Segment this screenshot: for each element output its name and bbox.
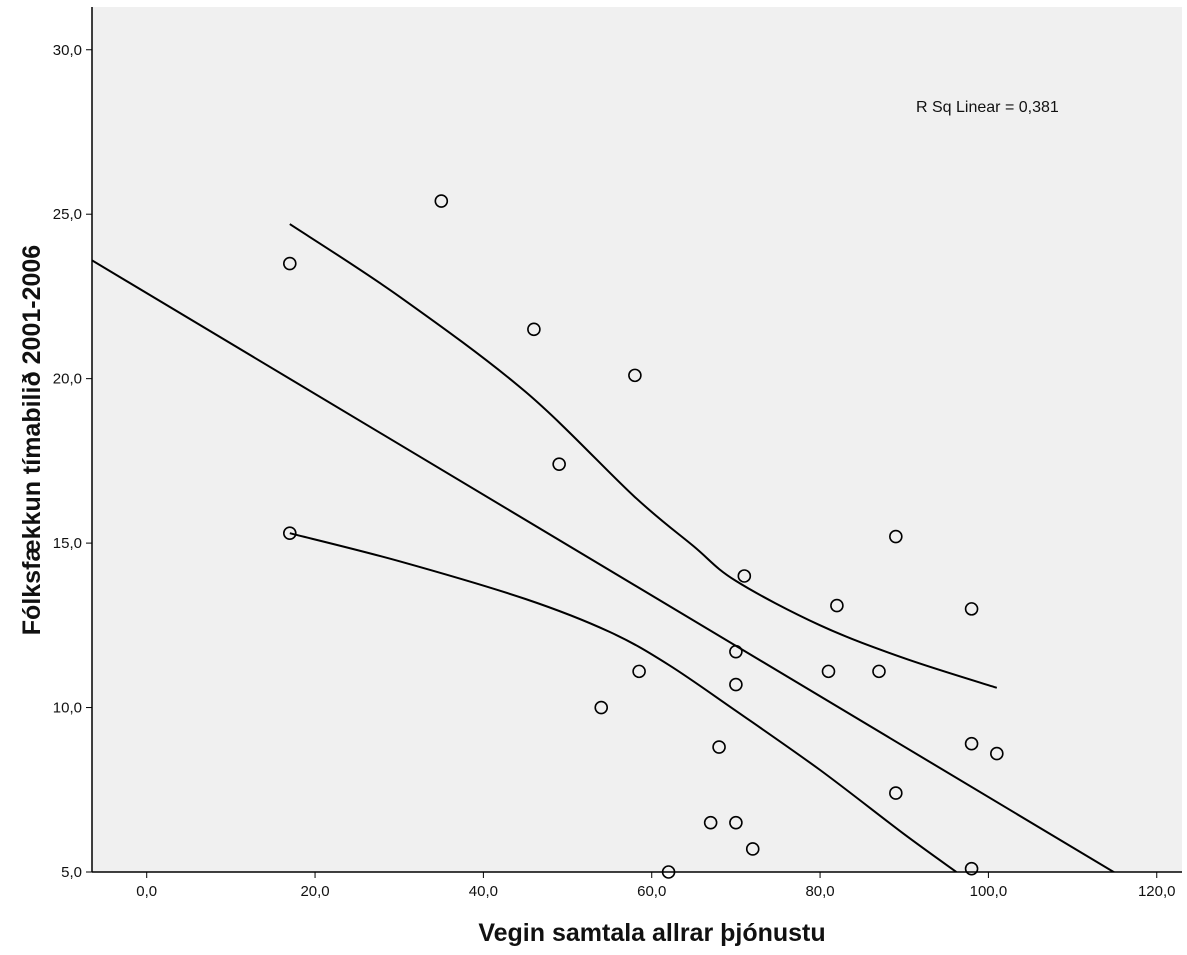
data-point [552, 457, 566, 471]
y-axis-title: Fólksfækkun tímabilið 2001-2006 [18, 245, 46, 635]
data-point [632, 664, 646, 679]
data-point [729, 677, 743, 692]
data-point [628, 368, 642, 383]
y-tick-label: 5,0 [61, 864, 82, 881]
data-point [527, 322, 541, 337]
x-tick-label: 40,0 [469, 883, 498, 900]
data-point [745, 842, 760, 856]
ci-upper-line [289, 223, 998, 689]
data-point [282, 256, 297, 271]
x-axis-title: Vegin samtala allrar þjónustu [478, 919, 825, 947]
regression-lines [92, 223, 1116, 872]
fit-line [92, 259, 1116, 872]
data-point [729, 815, 743, 830]
axes [91, 7, 1182, 873]
data-point [964, 602, 979, 616]
y-tick-label: 15,0 [53, 535, 82, 552]
data-point [703, 815, 718, 830]
data-point [729, 644, 743, 659]
y-tick-label: 20,0 [53, 371, 82, 388]
y-tick-label: 30,0 [53, 42, 82, 59]
data-point [990, 746, 1004, 761]
y-tick-label: 25,0 [53, 206, 82, 223]
data-point [964, 861, 979, 876]
data-point [712, 740, 726, 754]
data-point [964, 736, 979, 751]
data-point [830, 598, 844, 613]
x-tick-label: 0,0 [136, 883, 157, 900]
r-squared-annotation: R Sq Linear = 0,381 [916, 99, 1059, 116]
data-point [889, 529, 903, 544]
data-point [889, 786, 903, 800]
ci-lower-line [289, 532, 957, 872]
data-point [821, 664, 836, 679]
tick-labels: 0,0 20,0 40,0 60,0 80,0 100,0 120,0 5,0 10,0 15,0… [53, 42, 1176, 900]
data-point [434, 194, 449, 208]
data-point [594, 700, 609, 715]
x-tick-label: 80,0 [805, 883, 834, 900]
x-tick-label: 20,0 [300, 883, 329, 900]
x-tick-label: 100,0 [970, 883, 1008, 900]
y-tick-label: 10,0 [53, 700, 82, 717]
data-point [737, 569, 752, 583]
data-point [282, 526, 297, 541]
plot-area [92, 7, 1182, 872]
data-point [872, 664, 886, 679]
x-tick-label: 60,0 [637, 883, 666, 900]
x-tick-label: 120,0 [1138, 883, 1176, 900]
